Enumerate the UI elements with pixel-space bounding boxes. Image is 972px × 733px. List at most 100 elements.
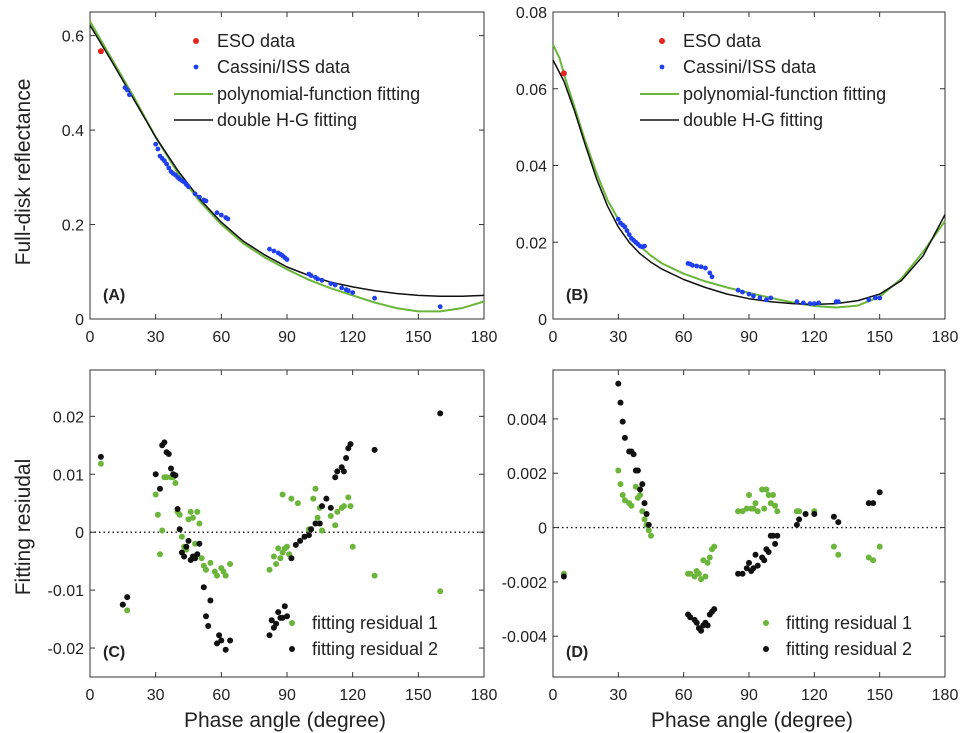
- data-point-cassini-iss-data: [801, 300, 806, 306]
- data-point-fitting-residual-1: [371, 572, 378, 579]
- data-point-eso-data: [97, 48, 104, 55]
- data-point-fitting-residual-1: [750, 505, 757, 512]
- data-point-fitting-residual-1: [319, 527, 325, 534]
- x-tick-label: 0: [86, 329, 95, 346]
- data-point-fitting-residual-2: [617, 399, 624, 406]
- data-point-cassini-iss-data: [624, 228, 630, 234]
- series-line-double-h-g-fitting: [89, 24, 485, 298]
- data-point-fitting-residual-1: [187, 508, 194, 515]
- data-point-fitting-residual-2: [739, 570, 746, 577]
- data-point-cassini-iss-data: [642, 243, 647, 249]
- data-point-fitting-residual-1: [203, 566, 209, 573]
- data-point-cassini-iss-data: [709, 274, 715, 280]
- data-point-fitting-residual-2: [340, 468, 347, 475]
- data-point-fitting-residual-2: [214, 640, 220, 647]
- data-point-fitting-residual-1: [830, 543, 837, 550]
- data-point-cassini-iss-data: [764, 297, 769, 303]
- panel-d: 0 30 60 90 120 150 180-0.004-0.00200.0020.004 …: [502, 369, 958, 704]
- series-line-polynomial-function-fitting: [552, 44, 946, 309]
- data-point-cassini-iss-data: [746, 291, 752, 297]
- data-point-cassini-iss-data: [866, 297, 872, 303]
- data-point-fitting-residual-1: [437, 588, 444, 595]
- data-point-fitting-residual-2: [637, 486, 644, 493]
- data-point-fitting-residual-1: [273, 561, 280, 567]
- x-tick-label: 150: [405, 329, 432, 346]
- data-point-fitting-residual-2: [743, 565, 750, 572]
- data-point-fitting-residual-2: [754, 562, 761, 569]
- y-tick-label: 0.01: [53, 467, 84, 484]
- data-point-fitting-residual-1: [702, 573, 709, 580]
- data-point-fitting-residual-1: [615, 467, 622, 474]
- data-point-fitting-residual-2: [343, 455, 350, 461]
- data-point-cassini-iss-data: [877, 295, 883, 301]
- data-point-fitting-residual-1: [617, 481, 624, 488]
- data-point-cassini-iss-data: [186, 184, 191, 190]
- data-point-cassini-iss-data: [155, 146, 161, 152]
- data-point-fitting-residual-1: [639, 508, 646, 515]
- y-tick-label: 0.08: [516, 5, 547, 22]
- data-point-fitting-residual-1: [294, 500, 301, 507]
- data-point-fitting-residual-2: [639, 481, 646, 488]
- data-point-cassini-iss-data: [437, 304, 443, 310]
- x-tick-label: 30: [609, 329, 627, 346]
- data-point-fitting-residual-2: [292, 541, 299, 548]
- legend-marker-r1: [289, 620, 295, 626]
- data-point-fitting-residual-1: [648, 532, 654, 539]
- data-point-fitting-residual-2: [835, 519, 842, 526]
- legend-marker-r1: [763, 620, 769, 626]
- data-point-fitting-residual-1: [334, 508, 341, 515]
- data-point-fitting-residual-2: [97, 453, 104, 460]
- legend-marker-eso: [659, 38, 665, 44]
- data-point-fitting-residual-1: [194, 508, 201, 515]
- data-point-fitting-residual-1: [198, 555, 205, 562]
- data-point-cassini-iss-data: [225, 216, 231, 222]
- data-point-cassini-iss-data: [698, 264, 704, 270]
- data-point-cassini-iss-data: [218, 212, 224, 218]
- y-tick-label: 0: [538, 521, 547, 538]
- data-point-cassini-iss-data: [690, 262, 695, 268]
- y-tick-label: 0.004: [507, 412, 547, 429]
- data-point-fitting-residual-1: [279, 491, 286, 498]
- data-point-cassini-iss-data: [332, 282, 338, 288]
- legend-marker-iss: [659, 64, 665, 70]
- data-point-fitting-residual-2: [770, 532, 776, 539]
- data-point-fitting-residual-2: [218, 637, 225, 644]
- y-tick-label: 0: [538, 312, 547, 329]
- data-point-fitting-residual-1: [97, 460, 104, 467]
- data-point-fitting-residual-2: [200, 584, 207, 591]
- data-point-fitting-residual-2: [227, 637, 234, 644]
- x-tick-label: 30: [609, 687, 627, 704]
- data-point-fitting-residual-2: [711, 606, 718, 613]
- x-tick-label: 0: [86, 687, 95, 704]
- data-point-cassini-iss-data: [267, 246, 272, 252]
- data-point-cassini-iss-data: [757, 295, 763, 301]
- data-point-cassini-iss-data: [126, 92, 132, 98]
- legend-label-eso: ESO data: [217, 31, 296, 51]
- data-point-fitting-residual-2: [185, 537, 192, 544]
- data-point-fitting-residual-2: [772, 540, 779, 547]
- data-point-cassini-iss-data: [740, 289, 745, 295]
- data-point-fitting-residual-1: [192, 540, 199, 547]
- x-tick-label: 60: [212, 329, 230, 346]
- data-point-fitting-residual-1: [270, 553, 277, 560]
- data-point-fitting-residual-2: [752, 551, 759, 558]
- data-point-fitting-residual-2: [312, 520, 319, 527]
- data-point-cassini-iss-data: [816, 300, 822, 306]
- plot-area-d: 0 30 60 90 120 150 180 -0.004 -0.002 0 0.002 0.004: [502, 369, 958, 704]
- data-point-fitting-residual-1: [163, 474, 170, 481]
- x-tick-label: 150: [866, 329, 893, 346]
- data-point-fitting-residual-2: [288, 555, 295, 562]
- data-point-fitting-residual-1: [310, 495, 317, 502]
- data-point-fitting-residual-1: [277, 555, 284, 562]
- data-point-fitting-residual-2: [865, 500, 872, 507]
- data-point-fitting-residual-1: [770, 492, 776, 498]
- data-point-cassini-iss-data: [271, 248, 277, 254]
- data-point-fitting-residual-1: [196, 520, 203, 527]
- data-point-fitting-residual-2: [774, 532, 781, 539]
- y-tick-label: -0.01: [48, 583, 85, 600]
- series-line-double-h-g-fitting: [552, 59, 946, 306]
- data-point-fitting-residual-2: [332, 474, 339, 481]
- data-point-fitting-residual-1: [284, 543, 290, 550]
- data-point-fitting-residual-2: [761, 557, 768, 564]
